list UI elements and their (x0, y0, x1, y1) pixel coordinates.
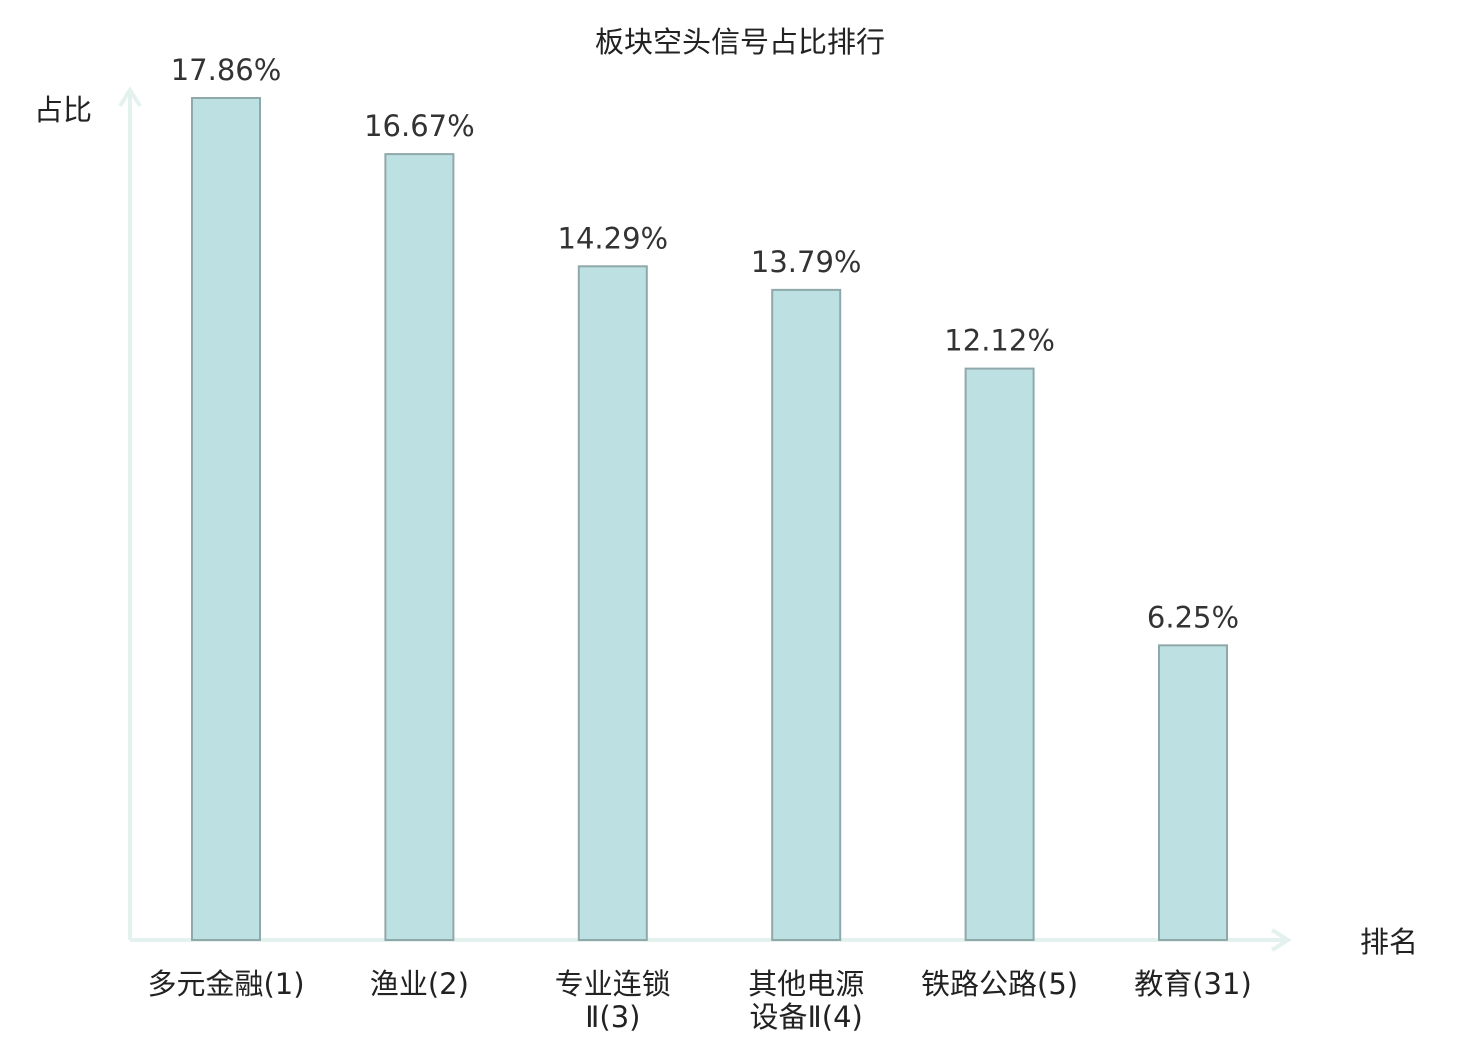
category-label-1: 多元金融(1) (147, 967, 304, 1001)
value-label-4: 13.79% (751, 245, 862, 279)
bar-4 (771, 288, 842, 941)
chart-axes (118, 86, 1292, 952)
category-label-4-line-2: 设备Ⅱ(4) (750, 1000, 863, 1034)
bar-2 (384, 153, 455, 941)
value-label-1: 17.86% (171, 53, 282, 87)
value-label-6: 6.25% (1147, 600, 1239, 634)
y-axis-arrow-icon (118, 86, 142, 108)
bar-3 (577, 265, 648, 941)
category-label-6: 教育(31) (1134, 967, 1252, 1001)
y-axis-label: 占比 (34, 93, 92, 127)
chart-title: 板块空头信号占比排行 (595, 25, 885, 59)
category-label-3-line-1: 专业连锁 (555, 967, 671, 1001)
bar-6 (1158, 644, 1228, 942)
category-label-2: 渔业(2) (370, 967, 469, 1001)
category-label-3-line-2: Ⅱ(3) (585, 1000, 640, 1034)
value-label-3: 14.29% (558, 221, 669, 255)
value-label-5: 12.12% (944, 324, 1055, 358)
category-label-4-line-1: 其他电源 (748, 967, 864, 1001)
x-axis-label: 排名 (1360, 925, 1418, 959)
category-label-5: 铁路公路(5) (921, 967, 1078, 1001)
bars-group (191, 97, 1228, 942)
bar-1 (191, 97, 261, 941)
value-label-2: 16.67% (364, 109, 475, 143)
x-axis-arrow-icon (1270, 928, 1292, 952)
value-labels-group: 17.86% 16.67% 14.29% 13.79% 12.12% 6.25% (171, 53, 1239, 634)
bar-5 (964, 367, 1035, 941)
